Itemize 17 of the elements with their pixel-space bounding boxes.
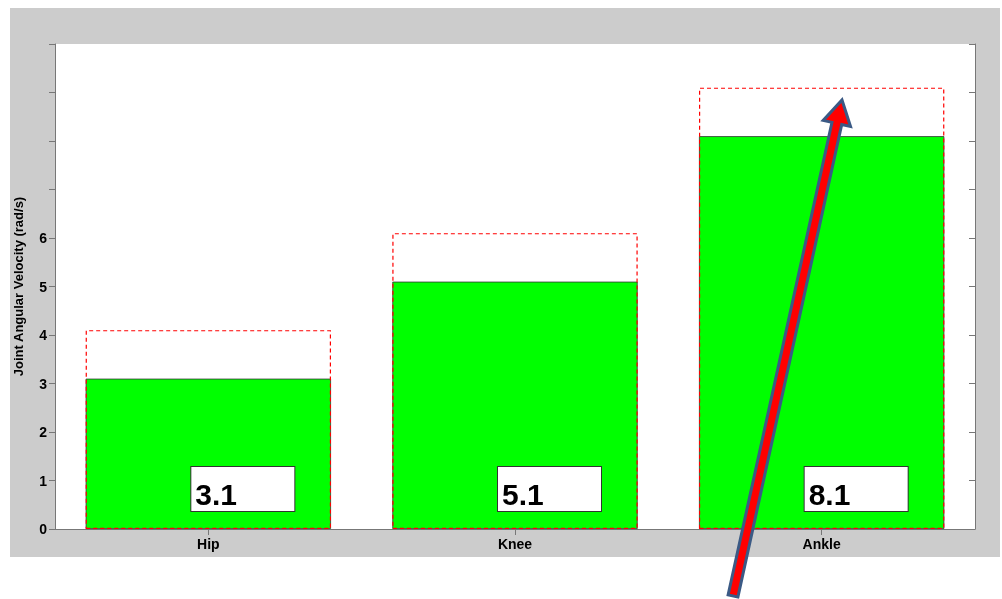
y-tick-label: 0	[39, 521, 48, 537]
bar	[392, 281, 638, 529]
y-tick-label: 2	[39, 424, 48, 440]
y-axis-title: Joint Angular Velocity (rad/s)	[11, 196, 26, 377]
data-label: 8.1	[808, 477, 851, 511]
x-tick-label: Ankle	[802, 536, 841, 552]
data-label: 5.1	[502, 477, 544, 511]
x-tick-label: Knee	[497, 536, 533, 552]
bar	[85, 330, 331, 529]
y-tick-label: 5	[39, 278, 48, 295]
x-tick-label: Hip	[197, 536, 220, 552]
bar	[392, 233, 638, 529]
data-label: 3.1	[195, 477, 238, 511]
y-tick-label: 3	[39, 375, 48, 392]
y-tick-label: 4	[39, 327, 48, 343]
y-tick-label: 6	[39, 230, 48, 246]
y-tick-label: 1	[39, 472, 48, 489]
